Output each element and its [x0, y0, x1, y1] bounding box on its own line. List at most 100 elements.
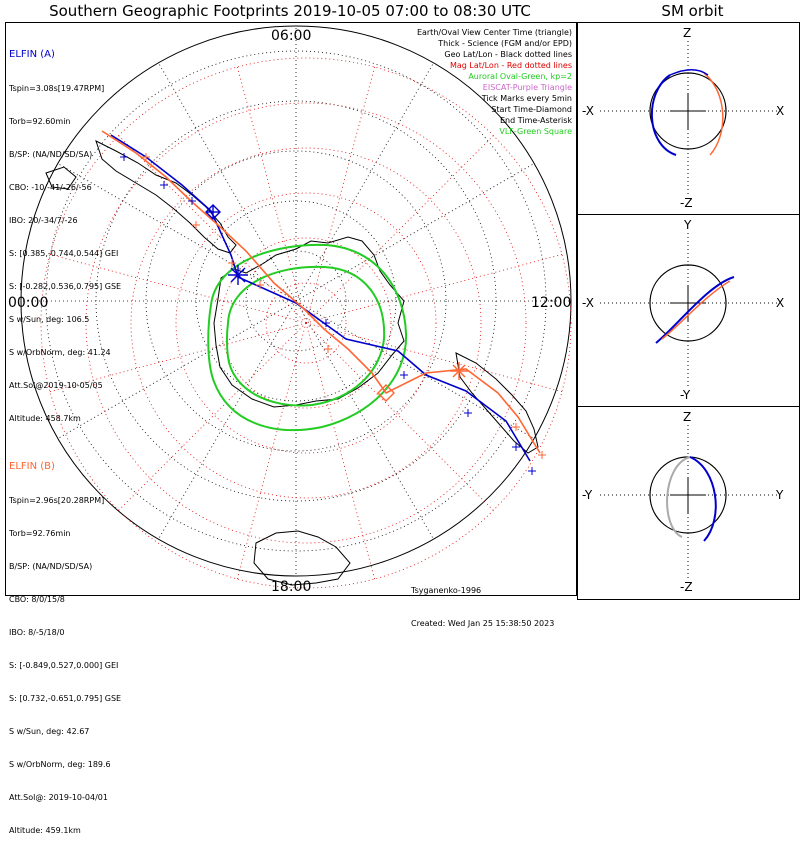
elfin-b-name: ELFIN (B) [9, 461, 55, 472]
elfin-a-end-asterisk [228, 265, 248, 285]
antarctica-coastline [213, 236, 405, 408]
mag-meridian-line [237, 66, 307, 324]
elfin-a-info-line: Altitude: 458.7km [9, 414, 81, 423]
mag-meridian-line [118, 322, 307, 511]
map-legend: Earth/Oval View Center Time (triangle) T… [417, 27, 572, 137]
mag-meridian-line [305, 254, 563, 324]
mag-latitude-circle [130, 147, 482, 499]
south-america-coastline [95, 140, 237, 254]
elfin-a-track [110, 134, 531, 462]
mag-meridian-line [118, 135, 307, 324]
island-coastline [45, 166, 77, 190]
elfin-a-info-line: CBO: -10/-41/-26/-56 [9, 183, 92, 192]
elfin-a-info-line: S w/OrbNorm, deg: 41.24 [9, 348, 111, 357]
geo-latitude-circle [45, 50, 547, 552]
auroral-oval-outer [207, 243, 408, 431]
legend-item: Mag Lat/Lon - Red dotted lines [449, 61, 572, 70]
elfin-a-start-diamond [205, 204, 221, 220]
elfin-b-orbit [666, 456, 691, 538]
elfin-a-tick-marks [120, 153, 536, 475]
track-tick-mark [528, 467, 536, 475]
geo-grid [21, 26, 571, 576]
track-tick-mark [142, 153, 150, 161]
mag-latitude-circle [265, 282, 347, 364]
sm-panel-yz: Z -Z -Y Y [577, 406, 800, 600]
mag-meridian-line [49, 254, 307, 324]
track-tick-mark [464, 409, 472, 417]
axis-label-top: Z [683, 410, 691, 424]
elfin-a-info-line: S: [0.385,-0.744,0.544] GEI [9, 249, 119, 258]
elfin-b-info-line: IBO: 8/-5/18/0 [9, 628, 65, 637]
axis-label-right: X [776, 296, 784, 310]
legend-item: Start Time-Diamond [491, 105, 572, 114]
elfin-b-info-line: Tspin=2.96s[20.28RPM] [9, 496, 105, 505]
elfin-b-end-asterisk [450, 362, 468, 380]
legend-item: VLF-Green Square [499, 127, 572, 136]
track-tick-mark [324, 345, 332, 353]
legend-item: Tick Marks every 5min [481, 94, 572, 103]
track-tick-mark [192, 221, 200, 229]
legend-item: Thick - Science (FGM and/or EPD) [438, 39, 572, 48]
track-tick-mark [228, 259, 236, 267]
mag-meridian-line [305, 322, 375, 580]
earth-circle [649, 72, 727, 150]
sm-panel-xy: Y -Y -X X [577, 214, 800, 407]
elfin-b-tick-marks [142, 153, 546, 459]
elfin-b-info-line: S: [-0.849,0.527,0.000] GEI [9, 661, 119, 670]
time-label-top: 06:00 [271, 28, 311, 44]
track-tick-mark [538, 451, 546, 459]
elfin-a-orbit [655, 276, 735, 344]
track-tick-mark [120, 153, 128, 161]
geo-latitude-circle [245, 250, 347, 352]
main-title: Southern Geographic Footprints 2019-10-0… [49, 2, 531, 20]
time-label-left: 00:00 [8, 295, 48, 311]
legend-item: Geo Lat/Lon - Black dotted lines [444, 50, 572, 59]
mag-latitude-circle [40, 57, 572, 589]
elfin-b-orbit [703, 72, 724, 156]
elfin-b-info-line: Att.Sol@: 2019-10-04/01 [9, 793, 108, 802]
axis-label-left: -X [582, 104, 594, 118]
elfin-b-info-line: S w/OrbNorm, deg: 189.6 [9, 760, 111, 769]
australia-coastline [253, 530, 351, 586]
axis-label-left: -Y [582, 488, 593, 502]
axis-label-top: Y [683, 218, 692, 232]
track-tick-mark [160, 181, 168, 189]
axis-label-left: -X [582, 296, 594, 310]
credit-author: Tsyganenko-1996 [411, 586, 482, 595]
footprint-map-panel: 06:00 00:00 12:00 18:00 Earth/Oval View … [5, 22, 577, 835]
track-tick-mark [256, 281, 264, 289]
track-tick-mark [188, 197, 196, 205]
elfin-a-info-line: B/SP: (NA/ND/SD/SA) [9, 150, 93, 159]
legend-item: EISCAT-Purple Triangle [482, 83, 572, 92]
elfin-a-name: ELFIN (A) [9, 49, 55, 60]
geo-meridian-line [295, 300, 434, 540]
mag-meridian-line [305, 135, 494, 324]
track-tick-mark [512, 423, 520, 431]
footprint-map: 06:00 00:00 12:00 18:00 [8, 25, 572, 595]
elfin-b-info-line: S w/Sun, deg: 42.67 [9, 727, 90, 736]
elfin-b-info-line: Torb=92.76min [9, 529, 71, 538]
earth-circle [649, 264, 727, 342]
mag-meridian-line [237, 322, 307, 580]
elfin-a-info-line: Torb=92.60min [9, 117, 71, 126]
axis-label-bottom: -Y [680, 388, 691, 402]
sm-orbit-title: SM orbit [661, 2, 724, 20]
time-label-right: 12:00 [531, 295, 571, 311]
track-tick-mark [512, 443, 520, 451]
credit: Tsyganenko-1996 Created: Wed Jan 25 15:3… [411, 563, 554, 651]
legend-item: End Time-Asterisk [499, 116, 572, 125]
mag-meridian-line [49, 322, 307, 392]
mag-latitude-circle [85, 102, 527, 544]
elfin-a-info: ELFIN (A) Tspin=3.08s[19.47RPM] Torb=92.… [9, 27, 121, 446]
credit-created: Created: Wed Jan 25 15:38:50 2023 [411, 619, 555, 628]
elfin-a-info-line: S: [-0.282,0.536,0.795] GSE [9, 282, 122, 291]
elfin-b-info: ELFIN (B) Tspin=2.96s[20.28RPM] Torb=92.… [9, 439, 121, 858]
geo-meridian-line [295, 300, 535, 439]
mag-latitude-circle [175, 192, 437, 454]
elfin-a-orbit [689, 456, 717, 542]
mag-latitude-circle [220, 237, 392, 409]
elfin-b-start-diamond [377, 384, 395, 402]
elfin-a-info-line: Att.Sol@2019-10-05/05 [9, 381, 103, 390]
axis-label-right: Y [775, 488, 784, 502]
mag-meridian-line [305, 322, 563, 392]
